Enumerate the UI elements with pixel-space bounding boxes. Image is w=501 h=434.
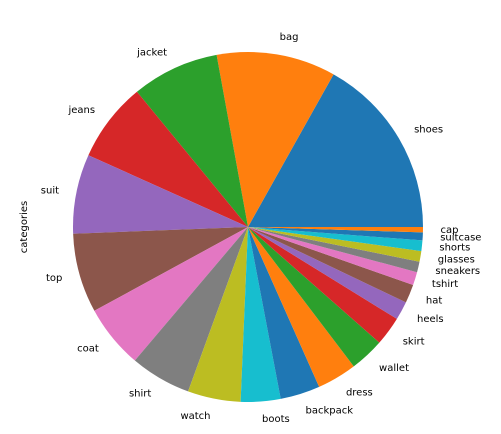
slice-label-hat: hat: [426, 296, 442, 307]
slice-label-coat: coat: [77, 344, 99, 355]
slice-label-wallet: wallet: [379, 363, 409, 374]
pie-slice-shirt: [134, 227, 248, 392]
slice-label-backpack: backpack: [306, 406, 354, 417]
pie-slice-sneakers: [248, 227, 420, 273]
pie-slice-suitcase: [248, 227, 423, 241]
pie-slice-wallet: [248, 227, 380, 367]
slice-label-tshirt: tshirt: [432, 279, 458, 290]
slice-label-bag: bag: [280, 32, 299, 43]
slice-label-jeans: jeans: [67, 105, 95, 116]
slice-label-suitcase: suitcase: [440, 232, 481, 243]
slice-label-boots: boots: [262, 414, 290, 425]
slice-label-top: top: [46, 273, 62, 284]
pie-slice-suit: [73, 155, 248, 234]
pie-slice-backpack: [248, 227, 320, 399]
pie-slice-heels: [248, 227, 406, 319]
slice-label-skirt: skirt: [403, 337, 425, 348]
pie-slice-jacket: [136, 54, 248, 228]
slice-label-shirt: shirt: [129, 388, 151, 399]
pie-slice-boots: [240, 227, 281, 402]
pie-slice-glasses: [248, 227, 422, 262]
pie-slice-dress: [248, 227, 354, 387]
slice-label-cap: cap: [440, 225, 458, 236]
slice-label-glasses: glasses: [438, 254, 475, 265]
pie-slice-shoes: [248, 74, 423, 227]
slice-label-dress: dress: [346, 388, 373, 399]
pie-slice-top: [73, 227, 248, 311]
slice-labels: shoes bag jacket jeans suit top coat shirt watch…: [41, 32, 482, 425]
slice-label-shorts: shorts: [439, 243, 470, 254]
pie-slice-skirt: [248, 227, 397, 343]
pie-slice-jeans: [88, 91, 248, 227]
pie-slice-bag: [216, 51, 334, 227]
pie-slice-watch: [188, 227, 248, 402]
slice-label-sneakers: sneakers: [435, 266, 480, 277]
slice-label-heels: heels: [417, 314, 444, 325]
slice-label-jacket: jacket: [136, 47, 167, 58]
y-axis-label: categories: [19, 201, 30, 253]
pie-slice-coat: [94, 227, 248, 361]
slice-label-shoes: shoes: [414, 125, 443, 136]
pie-slice-tshirt: [248, 227, 418, 286]
slice-label-watch: watch: [180, 411, 210, 422]
pie-slice-hat: [248, 227, 414, 303]
slice-label-suit: suit: [41, 185, 59, 196]
pie-slice-cap: [248, 227, 424, 233]
pie-slice-shorts: [248, 227, 423, 252]
pie-slices: [73, 51, 424, 402]
